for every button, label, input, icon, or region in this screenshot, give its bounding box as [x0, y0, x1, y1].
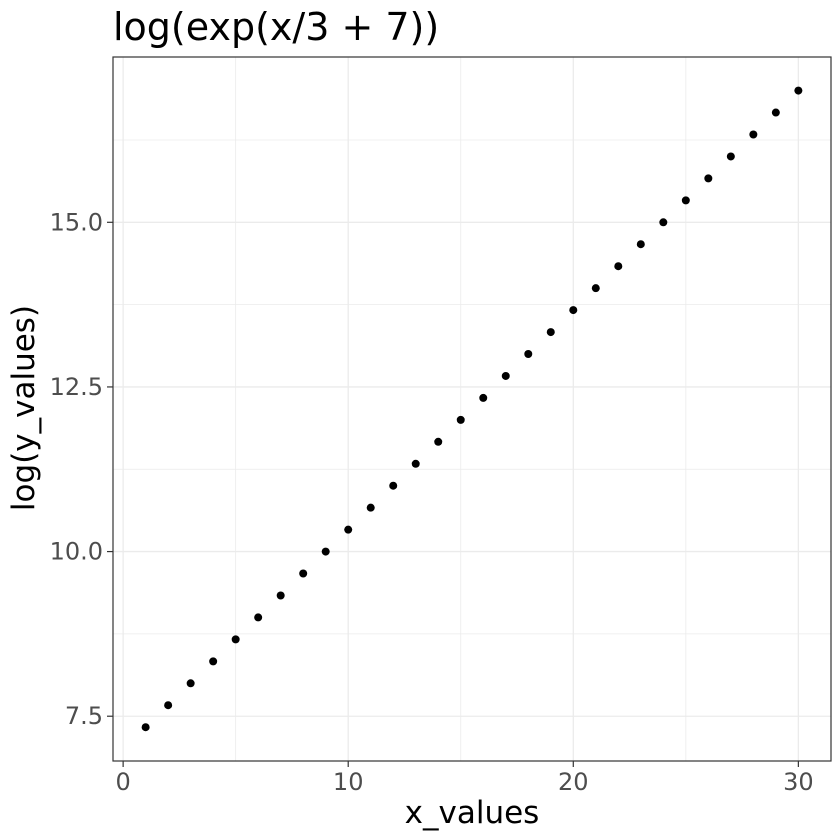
major-gridlines	[113, 57, 831, 761]
data-point	[636, 240, 645, 249]
data-point	[569, 306, 578, 315]
data-point	[141, 723, 150, 732]
data-point	[299, 569, 308, 578]
data-point	[411, 459, 420, 468]
data-point	[749, 130, 758, 139]
data-point	[614, 262, 623, 271]
data-point	[434, 437, 443, 446]
data-point	[591, 284, 600, 293]
data-point	[389, 481, 398, 490]
panel-border	[112, 56, 832, 762]
y-tick-label: 7.5	[65, 702, 103, 730]
data-point	[321, 547, 330, 556]
data-point	[254, 613, 263, 622]
data-point	[344, 525, 353, 534]
data-points	[141, 86, 803, 732]
y-tick-label: 10.0	[50, 538, 103, 566]
minor-gridlines	[113, 57, 831, 761]
x-tick-label: 30	[783, 768, 814, 796]
x-tick-label: 0	[115, 768, 130, 796]
data-point	[794, 86, 803, 95]
data-point	[186, 679, 195, 688]
x-axis-ticks: 0 10 20 30	[115, 761, 814, 796]
data-point	[546, 328, 555, 337]
y-tick-label: 15.0	[50, 208, 103, 236]
y-axis-title: log(y_values)	[6, 305, 42, 511]
chart-title: log(exp(x/3 + 7))	[113, 5, 439, 49]
data-point	[726, 152, 735, 161]
x-tick-label: 20	[558, 768, 589, 796]
data-point	[456, 415, 465, 424]
data-point	[209, 657, 218, 666]
data-point	[659, 218, 668, 227]
data-point	[479, 393, 488, 402]
x-tick-label: 10	[333, 768, 364, 796]
data-point	[501, 371, 510, 380]
data-point	[524, 350, 533, 359]
y-tick-label: 12.5	[50, 373, 103, 401]
x-axis-title: x_values	[405, 795, 540, 831]
data-point	[681, 196, 690, 205]
data-point	[366, 503, 375, 512]
data-point	[704, 174, 713, 183]
data-point	[771, 108, 780, 117]
data-point	[276, 591, 285, 600]
y-axis-ticks: 7.5 10.0 12.5 15.0	[50, 208, 113, 730]
data-point	[231, 635, 240, 644]
data-point	[164, 701, 173, 710]
